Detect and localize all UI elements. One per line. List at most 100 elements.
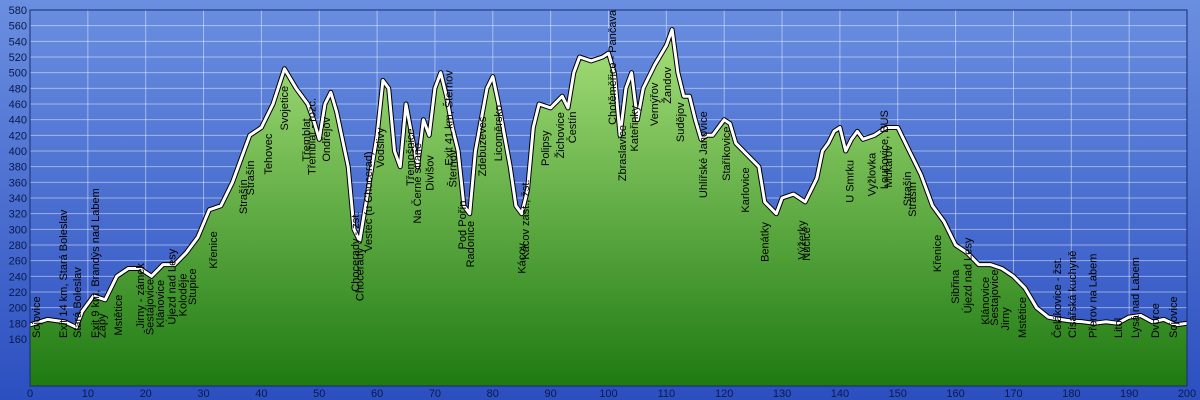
place-label: Strašín bbox=[245, 160, 257, 195]
x-tick-label: 110 bbox=[658, 388, 676, 400]
place-label: Sojovice bbox=[1168, 296, 1180, 338]
place-label: Vernýřov bbox=[649, 82, 661, 126]
place-label: Ondřejov bbox=[321, 117, 333, 162]
place-label: Jirny - zámek bbox=[135, 263, 147, 329]
place-label: Mstětice bbox=[113, 295, 125, 336]
place-label: Sibřina bbox=[950, 269, 962, 304]
place-label: Louňovice, BUS bbox=[879, 110, 891, 189]
y-tick-label: 540 bbox=[9, 36, 27, 48]
place-label: Exit 9 km, Brandýs nad Labem bbox=[90, 188, 102, 338]
y-tick-label: 300 bbox=[9, 224, 27, 236]
x-tick-label: 10 bbox=[82, 388, 94, 400]
elevation-line bbox=[29, 28, 1188, 329]
place-label: Mukařov bbox=[883, 145, 895, 188]
place-label: Šestajovice bbox=[988, 269, 1001, 325]
place-label: Strašín bbox=[907, 182, 919, 217]
place-label: Strašín bbox=[902, 171, 914, 206]
place-label: Třemblat - rozc. bbox=[307, 98, 319, 175]
place-label: Žichovice bbox=[554, 112, 567, 158]
place-label: Dvorce bbox=[1150, 303, 1162, 338]
x-tick-label: 80 bbox=[487, 388, 499, 400]
place-label: Na Černé straně bbox=[411, 143, 424, 224]
y-tick-label: 180 bbox=[9, 318, 27, 330]
y-tick-label: 220 bbox=[9, 287, 27, 299]
y-tick-label: 460 bbox=[9, 99, 27, 111]
place-label: Chotěměřice - Pančava bbox=[607, 9, 619, 125]
x-tick-label: 200 bbox=[1178, 388, 1196, 400]
x-tick-label: 180 bbox=[1062, 388, 1080, 400]
place-label: Vodslivy bbox=[375, 127, 387, 168]
x-tick-label: 30 bbox=[197, 388, 209, 400]
place-label: Exit 41 km, Šternov bbox=[442, 70, 455, 166]
place-label: Přerov na Labem bbox=[1088, 254, 1100, 338]
y-tick-label: 200 bbox=[9, 303, 27, 315]
place-label: Výžerky bbox=[797, 220, 809, 260]
place-label: Klánovice bbox=[980, 277, 992, 325]
place-label: Staříkovice bbox=[721, 126, 733, 180]
place-label: Žandov bbox=[661, 66, 674, 103]
place-label: Čestín bbox=[566, 111, 579, 143]
place-label: Uhlířské Janovice bbox=[698, 111, 710, 198]
place-label: Třemblat bbox=[301, 118, 313, 161]
x-tick-label: 20 bbox=[140, 388, 152, 400]
place-label: Újezd nad Lesy bbox=[166, 248, 179, 324]
place-label: Zdebuzeves bbox=[477, 116, 489, 176]
y-tick-label: 480 bbox=[9, 83, 27, 95]
place-label: Sudějov bbox=[675, 102, 687, 142]
place-label: Pod Pořín bbox=[457, 200, 469, 249]
place-label: Sojovice bbox=[31, 296, 43, 338]
x-tick-label: 90 bbox=[545, 388, 557, 400]
place-label: Radonice bbox=[465, 221, 477, 267]
place-label: Lysá nad Labem bbox=[1130, 257, 1142, 338]
y-tick-label: 320 bbox=[9, 209, 27, 221]
x-tick-label: 0 bbox=[27, 388, 33, 400]
y-tick-label: 160 bbox=[9, 334, 27, 346]
place-label: Zbraslavice bbox=[617, 125, 629, 181]
x-tick-label: 50 bbox=[313, 388, 325, 400]
y-tick-label: 440 bbox=[9, 115, 27, 127]
y-tick-label: 380 bbox=[9, 162, 27, 174]
place-label: Klánovice bbox=[155, 280, 167, 328]
place-label: Licoměrsko bbox=[493, 105, 505, 161]
place-label: Vestec (u Chocerad) bbox=[363, 151, 375, 251]
place-label: Strašín bbox=[238, 179, 250, 214]
place-label: Tehovec bbox=[263, 133, 275, 174]
place-label: Zápy bbox=[97, 313, 109, 338]
place-label: Benátky bbox=[760, 222, 772, 262]
place-label: Třemošnice bbox=[405, 128, 417, 185]
place-label: Jirny bbox=[1000, 307, 1012, 331]
y-tick-label: 240 bbox=[9, 271, 27, 283]
place-label: Újezd nad Lesy bbox=[962, 237, 975, 313]
plot-frame bbox=[29, 9, 1188, 387]
place-label: Chocerady - žst. bbox=[350, 212, 362, 292]
x-tick-label: 70 bbox=[429, 388, 441, 400]
place-label: Polipsy bbox=[540, 130, 552, 166]
x-tick-label: 160 bbox=[946, 388, 964, 400]
place-label: Nučice bbox=[801, 227, 813, 261]
y-tick-label: 520 bbox=[9, 52, 27, 64]
place-label: Šestajovice bbox=[144, 279, 157, 335]
place-label: Stará Boleslav bbox=[72, 267, 84, 338]
y-tick-label: 560 bbox=[9, 21, 27, 33]
place-label: Stupice bbox=[187, 268, 199, 305]
y-tick-label: 280 bbox=[9, 240, 27, 252]
y-tick-label: 260 bbox=[9, 256, 27, 268]
place-label: Divišov bbox=[425, 155, 437, 191]
y-tick-label: 340 bbox=[9, 193, 27, 205]
y-tick-label: 400 bbox=[9, 146, 27, 158]
x-tick-label: 140 bbox=[831, 388, 849, 400]
place-label: Čelákovice - žst. bbox=[1051, 257, 1064, 338]
y-tick-label: 580 bbox=[9, 5, 27, 17]
place-label: Křenice bbox=[208, 231, 220, 268]
place-label: U Smrku bbox=[845, 160, 857, 203]
place-label: Mstětice bbox=[1017, 297, 1029, 338]
y-tick-label: 360 bbox=[9, 177, 27, 189]
x-tick-label: 100 bbox=[599, 388, 617, 400]
place-label: Litol bbox=[1113, 318, 1125, 338]
place-label: Exit 14 km, Stará Boleslav bbox=[58, 209, 70, 338]
x-tick-label: 120 bbox=[715, 388, 733, 400]
x-tick-label: 40 bbox=[255, 388, 267, 400]
place-label: Šternov bbox=[446, 149, 459, 187]
place-label: Svojetice bbox=[279, 86, 291, 131]
place-label: Kácov bbox=[517, 243, 529, 274]
